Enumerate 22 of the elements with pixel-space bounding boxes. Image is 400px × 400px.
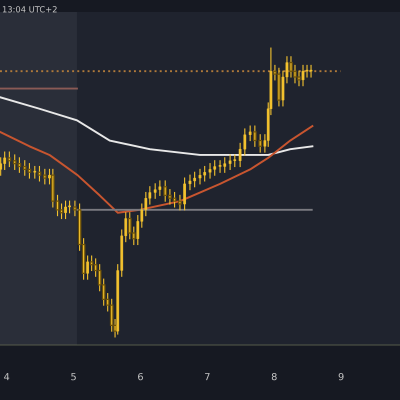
candlestick [163, 180, 168, 202]
x-tick-label: 8 [272, 372, 277, 380]
candlestick [306, 64, 308, 78]
candlestick [228, 154, 232, 170]
x-tick-label: 4 [4, 373, 10, 380]
candlestick [68, 200, 71, 214]
text: 13:04 UTC+2 [2, 6, 57, 12]
x-tick-label: 9 [338, 372, 344, 380]
candlestick [238, 142, 242, 168]
x-tick-label: 5 [71, 373, 76, 380]
candlestick [22, 160, 27, 176]
candlestick [243, 128, 246, 156]
candlestick [154, 183, 157, 199]
x-tick-label: 7 [205, 373, 210, 380]
candlestick [12, 154, 17, 170]
candlestick [233, 154, 236, 168]
candlestick [158, 180, 162, 196]
candlestick [223, 157, 226, 173]
x-tick-label: 6 [138, 372, 143, 380]
candlestick [218, 160, 222, 173]
candlestick [310, 64, 312, 78]
candlestick [0, 157, 2, 176]
